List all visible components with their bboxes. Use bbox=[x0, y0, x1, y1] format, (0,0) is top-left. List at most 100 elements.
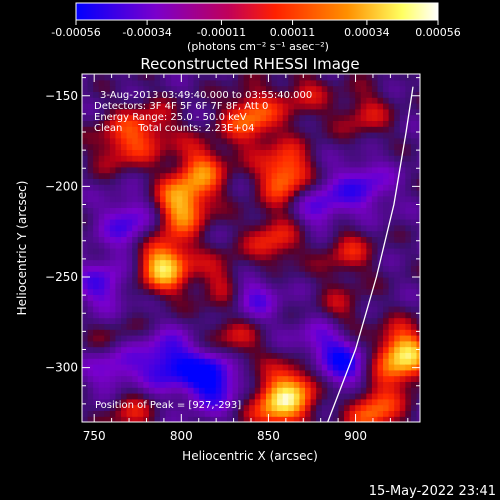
heatmap-cell bbox=[305, 195, 312, 203]
heatmap-cell bbox=[254, 311, 262, 319]
heatmap-cell bbox=[210, 323, 217, 330]
heatmap-cell bbox=[154, 224, 161, 232]
heatmap-cell bbox=[82, 166, 89, 174]
heatmap-cell bbox=[221, 323, 228, 330]
heatmap-cell bbox=[238, 155, 245, 162]
heatmap-cell bbox=[165, 242, 172, 249]
heatmap-cell bbox=[210, 410, 217, 417]
heatmap-cell bbox=[265, 85, 273, 92]
heatmap-cell bbox=[338, 184, 345, 191]
heatmap-cell bbox=[137, 236, 144, 243]
heatmap-cell bbox=[394, 195, 401, 203]
heatmap-cell bbox=[87, 184, 94, 191]
heatmap-cell bbox=[87, 306, 94, 313]
heatmap-cell bbox=[204, 184, 211, 191]
heatmap-cell bbox=[265, 79, 273, 87]
heatmap-cell bbox=[310, 317, 317, 324]
heatmap-cell bbox=[98, 416, 105, 422]
heatmap-cell bbox=[316, 288, 323, 295]
heatmap-cell bbox=[405, 219, 412, 226]
heatmap-cell bbox=[204, 161, 211, 168]
heatmap-cell bbox=[215, 311, 222, 319]
heatmap-cell bbox=[316, 155, 323, 162]
heatmap-cell bbox=[193, 143, 200, 150]
heatmap-cell bbox=[265, 352, 273, 359]
heatmap-cell bbox=[360, 126, 367, 133]
heatmap-cell bbox=[377, 85, 384, 92]
heatmap-cell bbox=[148, 306, 156, 313]
heatmap-cell bbox=[160, 271, 167, 278]
heatmap-cell bbox=[121, 143, 128, 150]
heatmap-cell bbox=[82, 149, 89, 156]
heatmap-cell bbox=[410, 300, 418, 307]
heatmap-cell bbox=[394, 393, 401, 400]
heatmap-cell bbox=[305, 317, 312, 324]
heatmap-cell bbox=[204, 74, 211, 81]
heatmap-cell bbox=[204, 369, 211, 377]
heatmap-cell bbox=[176, 265, 183, 272]
heatmap-cell bbox=[332, 404, 340, 411]
heatmap-cell bbox=[171, 317, 178, 324]
heatmap-cell bbox=[282, 213, 289, 220]
heatmap-cell bbox=[215, 184, 222, 191]
heatmap-cell bbox=[394, 416, 401, 422]
heatmap-cell bbox=[182, 346, 189, 353]
heatmap-cell bbox=[165, 149, 172, 156]
heatmap-cell bbox=[143, 277, 150, 284]
heatmap-cell bbox=[154, 166, 161, 174]
heatmap-cell bbox=[260, 381, 267, 388]
heatmap-cell bbox=[394, 398, 401, 406]
heatmap-cell bbox=[165, 375, 172, 382]
heatmap-cell bbox=[165, 335, 172, 342]
heatmap-cell bbox=[321, 114, 328, 121]
heatmap-cell bbox=[410, 172, 418, 179]
heatmap-cell bbox=[366, 398, 373, 406]
heatmap-cell bbox=[204, 317, 211, 324]
heatmap-cell bbox=[410, 253, 418, 261]
heatmap-cell bbox=[221, 103, 228, 110]
heatmap-cell bbox=[87, 364, 94, 371]
heatmap-cell bbox=[299, 271, 306, 278]
heatmap-cell bbox=[115, 97, 122, 104]
heatmap-cell bbox=[410, 404, 418, 411]
heatmap-cell bbox=[366, 108, 373, 116]
heatmap-cell bbox=[344, 97, 351, 104]
heatmap-cell bbox=[199, 114, 206, 121]
heatmap-cell bbox=[176, 190, 183, 197]
heatmap-cell bbox=[109, 381, 117, 388]
heatmap-cell bbox=[232, 149, 239, 156]
heatmap-cell bbox=[310, 137, 317, 145]
heatmap-cell bbox=[383, 306, 390, 313]
heatmap-cell bbox=[260, 306, 267, 313]
heatmap-cell bbox=[299, 375, 306, 382]
heatmap-cell bbox=[93, 184, 100, 191]
heatmap-cell bbox=[321, 340, 328, 348]
heatmap-cell bbox=[355, 91, 362, 98]
heatmap-cell bbox=[260, 161, 267, 168]
heatmap-cell bbox=[193, 137, 200, 145]
heatmap-cell bbox=[344, 143, 351, 150]
heatmap-cell bbox=[388, 387, 395, 394]
heatmap-cell bbox=[377, 230, 384, 237]
heatmap-cell bbox=[383, 364, 390, 371]
heatmap-cell bbox=[399, 172, 406, 179]
heatmap-cell bbox=[332, 108, 340, 116]
heatmap-cell bbox=[221, 137, 228, 145]
heatmap-cell bbox=[182, 288, 189, 295]
heatmap-cell bbox=[121, 213, 128, 220]
heatmap-cell bbox=[232, 207, 239, 214]
heatmap-cell bbox=[143, 311, 150, 319]
heatmap-cell bbox=[338, 242, 345, 249]
heatmap-cell bbox=[215, 317, 222, 324]
heatmap-cell bbox=[154, 306, 161, 313]
heatmap-cell bbox=[238, 184, 245, 191]
heatmap-cell bbox=[338, 236, 345, 243]
heatmap-cell bbox=[182, 335, 189, 342]
heatmap-cell bbox=[265, 375, 273, 382]
heatmap-cell bbox=[310, 114, 317, 121]
heatmap-cell bbox=[265, 393, 273, 400]
heatmap-cell bbox=[249, 230, 256, 237]
heatmap-cell bbox=[338, 224, 345, 232]
heatmap-cell bbox=[176, 97, 183, 104]
heatmap-cell bbox=[277, 201, 284, 208]
